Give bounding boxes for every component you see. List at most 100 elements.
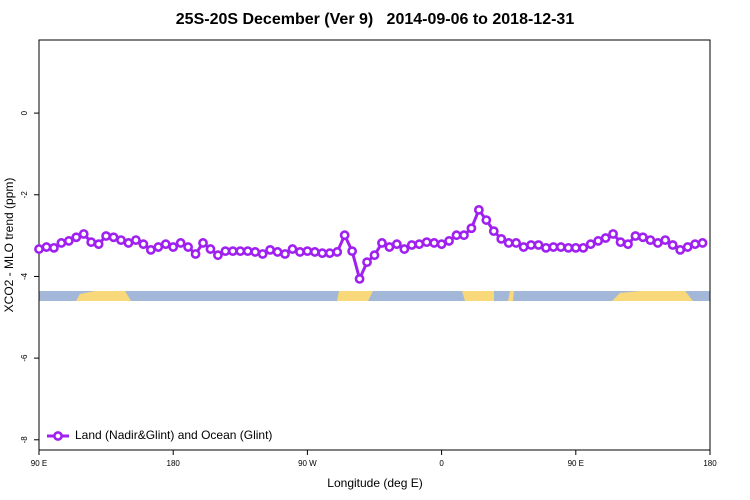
point [145, 245, 156, 255]
chart-title: 25S-20S December (Ver 9) 2014-09-06 to 2… [176, 11, 575, 28]
point [332, 247, 343, 257]
point [272, 247, 283, 257]
point [384, 242, 395, 252]
point [667, 240, 678, 250]
point [101, 231, 111, 241]
point [175, 238, 186, 248]
point [257, 249, 268, 259]
point [600, 233, 611, 243]
point [168, 242, 179, 252]
point [660, 235, 671, 245]
point [309, 247, 320, 257]
point [548, 242, 559, 252]
y-tick-label: -4 [20, 272, 29, 280]
point [638, 232, 648, 243]
point [116, 235, 126, 245]
point [511, 238, 522, 248]
y-tick-label: -6 [20, 354, 29, 362]
point [86, 237, 97, 248]
point [265, 245, 276, 255]
point [317, 248, 328, 259]
point [690, 239, 700, 250]
point [399, 244, 410, 254]
land-strip [462, 291, 494, 301]
surface-strip [39, 291, 710, 301]
point [697, 238, 708, 248]
point [302, 246, 313, 257]
point [436, 239, 447, 250]
point [138, 239, 149, 250]
point [608, 229, 618, 239]
point [287, 244, 298, 254]
point [593, 236, 604, 246]
point [153, 242, 164, 252]
point [93, 239, 104, 250]
point [377, 238, 387, 248]
point [354, 273, 365, 284]
point [541, 242, 551, 253]
point [533, 240, 544, 250]
point [526, 240, 536, 250]
point [242, 246, 253, 257]
point [630, 231, 641, 241]
x-tick-label: 0 [439, 459, 444, 468]
point [481, 215, 492, 225]
x-tick-label: 180 [167, 459, 181, 468]
land-strip [337, 291, 373, 301]
point [466, 223, 477, 234]
point [41, 242, 52, 252]
x-axis-label: Longitude (deg E) [327, 476, 422, 490]
y-axis-label: XCO2 - MLO trend (ppm) [2, 178, 16, 313]
point [339, 230, 350, 241]
point [235, 246, 246, 257]
land-strip [508, 291, 514, 301]
point [295, 247, 305, 257]
point [190, 249, 201, 259]
point [555, 242, 566, 252]
point [652, 238, 663, 248]
point [682, 242, 693, 252]
point [645, 235, 656, 245]
point [71, 232, 82, 243]
point [570, 242, 581, 253]
land-strip [76, 291, 131, 301]
point [56, 238, 67, 248]
point [78, 229, 89, 239]
point [496, 233, 507, 244]
point [503, 238, 514, 248]
y-tick-label: -2 [20, 191, 29, 199]
x-tick-label: 180 [703, 459, 717, 468]
point [414, 239, 425, 250]
point [205, 244, 216, 254]
point [585, 239, 596, 250]
point [391, 239, 402, 250]
point [369, 250, 380, 261]
point [578, 242, 589, 253]
point [615, 237, 626, 248]
ocean-strip [39, 291, 710, 301]
point [108, 232, 119, 243]
point [563, 242, 574, 253]
point [429, 238, 440, 248]
legend-label: Land (Nadir&Glint) and Ocean (Glint) [75, 428, 272, 442]
point [473, 204, 484, 215]
point [213, 250, 223, 261]
point [183, 242, 194, 252]
point [280, 249, 290, 259]
point [451, 230, 462, 241]
point [63, 236, 74, 246]
point [421, 237, 432, 248]
point [324, 248, 335, 259]
y-tick-label: -8 [20, 436, 29, 444]
point [198, 238, 208, 248]
y-tick-label: 0 [20, 110, 29, 115]
x-tick-label: 90 E [31, 459, 47, 468]
point [518, 242, 529, 252]
point [227, 246, 238, 257]
x-tick-label: 90 W [298, 459, 317, 468]
point [250, 247, 261, 257]
point [675, 245, 686, 255]
point [362, 257, 372, 268]
point [347, 246, 358, 257]
